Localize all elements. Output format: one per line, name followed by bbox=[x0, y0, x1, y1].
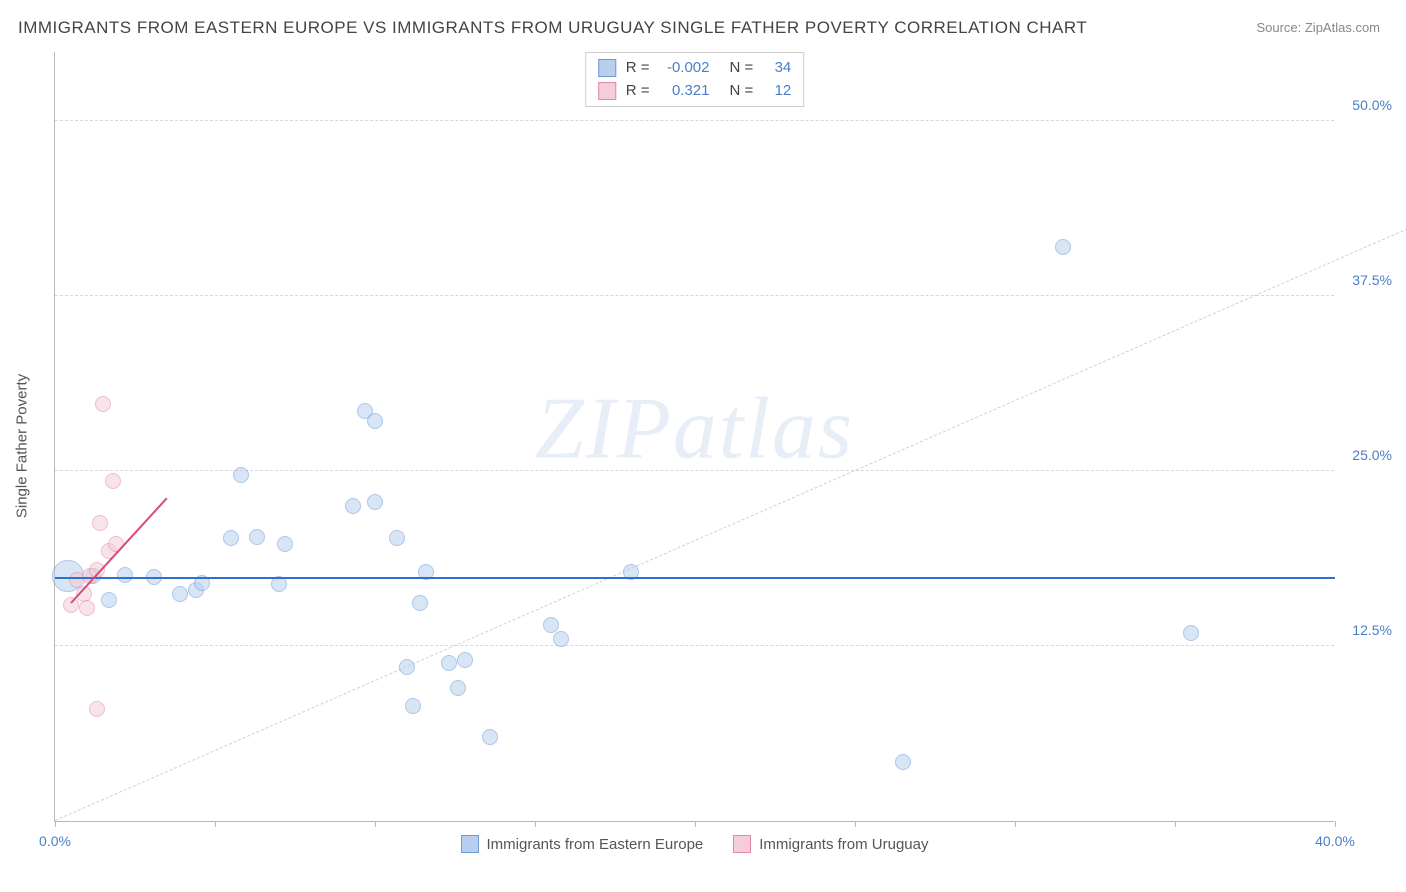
data-point bbox=[117, 567, 133, 583]
legend-series-label: Immigrants from Uruguay bbox=[759, 836, 928, 853]
data-point bbox=[1055, 239, 1071, 255]
trend-line bbox=[70, 497, 167, 603]
legend-r-value: -0.002 bbox=[660, 57, 710, 80]
legend-n-value: 12 bbox=[763, 80, 791, 103]
x-tick-label: 0.0% bbox=[39, 833, 71, 849]
reference-diagonal bbox=[55, 50, 1406, 821]
data-point bbox=[79, 600, 95, 616]
data-point bbox=[450, 680, 466, 696]
y-tick-label: 50.0% bbox=[1352, 97, 1392, 113]
gridline bbox=[55, 120, 1334, 121]
legend-series-item: Immigrants from Uruguay bbox=[733, 835, 928, 853]
data-point bbox=[89, 701, 105, 717]
data-point bbox=[92, 515, 108, 531]
y-tick-label: 12.5% bbox=[1352, 622, 1392, 638]
legend-n-label: N = bbox=[730, 80, 754, 103]
trend-line bbox=[55, 577, 1335, 579]
plot-area: ZIPatlas R =-0.002N =34R =0.321N =12 Imm… bbox=[54, 52, 1334, 822]
data-point bbox=[553, 631, 569, 647]
data-point bbox=[457, 652, 473, 668]
legend-r-label: R = bbox=[626, 80, 650, 103]
legend-n-value: 34 bbox=[763, 57, 791, 80]
data-point bbox=[895, 754, 911, 770]
y-axis-label: Single Father Poverty bbox=[14, 374, 31, 518]
data-point bbox=[482, 729, 498, 745]
x-tick bbox=[375, 821, 376, 827]
legend-r-label: R = bbox=[626, 57, 650, 80]
watermark: ZIPatlas bbox=[535, 378, 854, 479]
data-point bbox=[412, 595, 428, 611]
chart-title: IMMIGRANTS FROM EASTERN EUROPE VS IMMIGR… bbox=[18, 18, 1087, 38]
data-point bbox=[223, 530, 239, 546]
data-point bbox=[95, 396, 111, 412]
data-point bbox=[441, 655, 457, 671]
x-tick bbox=[215, 821, 216, 827]
legend-stat-row: R = 0.321 N = 12 bbox=[598, 80, 792, 103]
x-tick bbox=[695, 821, 696, 827]
legend-swatch bbox=[598, 59, 616, 77]
x-tick bbox=[1335, 821, 1336, 827]
x-tick-label: 40.0% bbox=[1315, 833, 1355, 849]
x-tick bbox=[535, 821, 536, 827]
y-tick-label: 37.5% bbox=[1352, 272, 1392, 288]
correlation-legend: R = -0.002 N = 34 R = 0.321 N = 12 bbox=[585, 52, 805, 107]
data-point bbox=[249, 529, 265, 545]
legend-series-label: Immigrants from Eastern Europe bbox=[487, 836, 704, 853]
y-tick-label: 25.0% bbox=[1352, 447, 1392, 463]
data-point bbox=[277, 536, 293, 552]
legend-swatch bbox=[461, 835, 479, 853]
x-tick bbox=[1015, 821, 1016, 827]
x-tick bbox=[55, 821, 56, 827]
legend-swatch bbox=[598, 82, 616, 100]
data-point bbox=[405, 698, 421, 714]
series-legend: Immigrants from Eastern Europe Immigrants… bbox=[461, 835, 929, 853]
x-tick bbox=[1175, 821, 1176, 827]
data-point bbox=[101, 592, 117, 608]
legend-series-item: Immigrants from Eastern Europe bbox=[461, 835, 704, 853]
data-point bbox=[367, 494, 383, 510]
data-point bbox=[399, 659, 415, 675]
x-tick bbox=[855, 821, 856, 827]
gridline bbox=[55, 295, 1334, 296]
legend-stat-row: R = -0.002 N = 34 bbox=[598, 57, 792, 80]
data-point bbox=[345, 498, 361, 514]
data-point bbox=[389, 530, 405, 546]
data-point bbox=[105, 473, 121, 489]
legend-n-label: N = bbox=[730, 57, 754, 80]
source-attribution: Source: ZipAtlas.com bbox=[1256, 20, 1380, 35]
data-point bbox=[108, 536, 124, 552]
gridline bbox=[55, 645, 1334, 646]
data-point bbox=[233, 467, 249, 483]
data-point bbox=[1183, 625, 1199, 641]
data-point bbox=[172, 586, 188, 602]
legend-swatch bbox=[733, 835, 751, 853]
legend-r-value: 0.321 bbox=[660, 80, 710, 103]
data-point bbox=[367, 413, 383, 429]
